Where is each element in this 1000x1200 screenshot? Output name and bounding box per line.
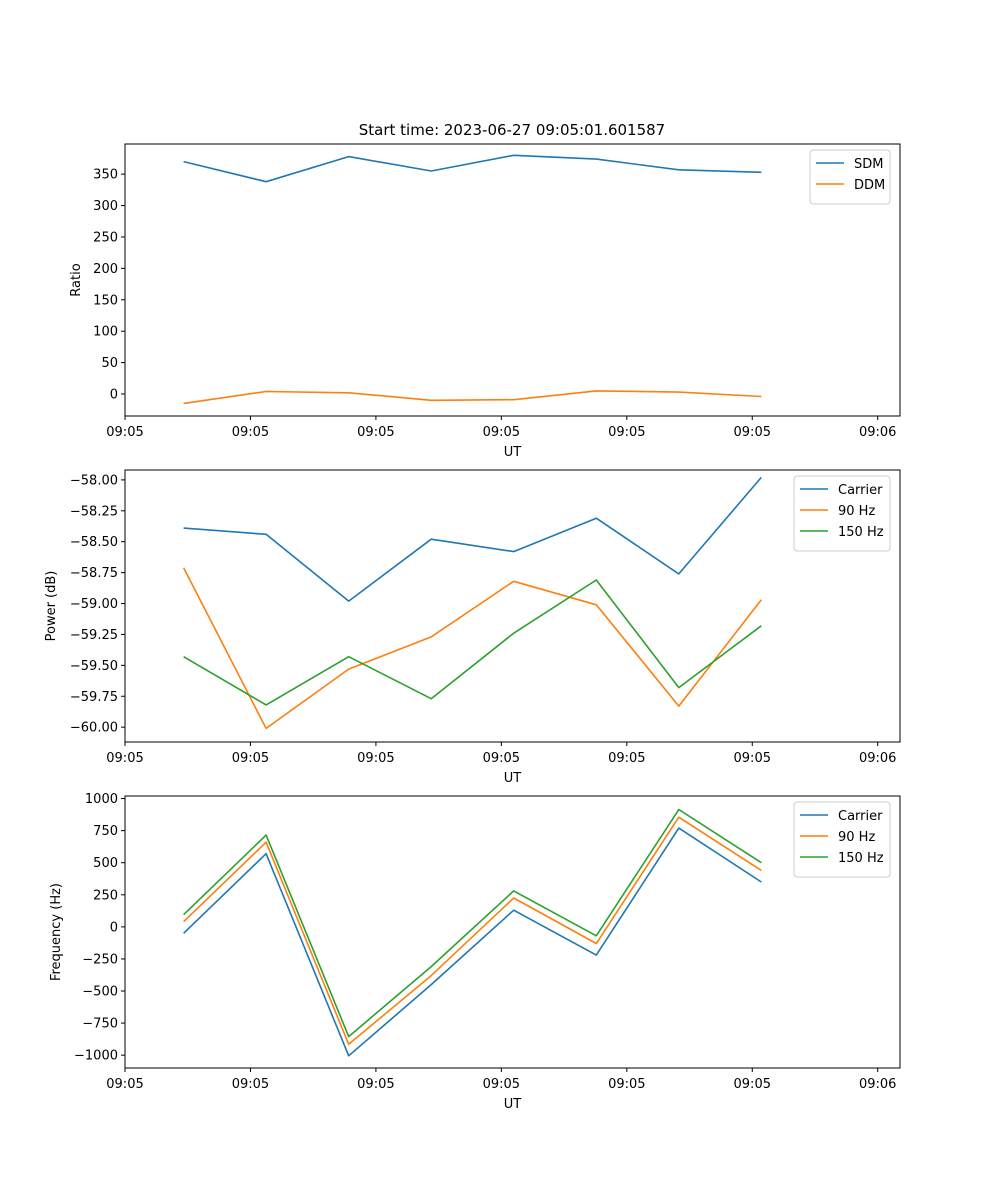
axes-frame [124, 795, 901, 1069]
x-tick-label: 09:05 [106, 751, 143, 766]
y-tick-label: −500 [82, 985, 118, 1000]
series-line-150-hz [183, 579, 762, 706]
y-tick-label: −58.50 [70, 535, 118, 550]
legend: SDM DDM [809, 149, 891, 205]
chart-panel-1: 09:05 09:05 09:05 09:05 09:05 09:05 09:06 0 50 10… [69, 143, 901, 460]
x-tick-label: 09:06 [859, 425, 896, 440]
y-tick-label: 150 [93, 293, 118, 308]
x-tick-label: 09:05 [734, 1077, 771, 1092]
series-line-90-hz [183, 816, 762, 1046]
y-tick-label: 100 [93, 325, 118, 340]
y-tick-label: −750 [82, 1017, 118, 1032]
legend: Carrier 90 Hz 150 Hz [793, 801, 891, 878]
y-axis-label: Power (dB) [44, 571, 59, 642]
legend-entry: Carrier [838, 483, 883, 498]
y-tick-label: −58.25 [70, 504, 118, 519]
x-tick-label: 09:05 [357, 751, 394, 766]
y-tick-label: −58.00 [70, 473, 118, 488]
y-tick-label: 200 [93, 262, 118, 277]
y-axis-label: Frequency (Hz) [49, 883, 64, 981]
y-tick-label: −59.75 [70, 690, 118, 705]
x-tick-label: 09:05 [608, 751, 645, 766]
y-tick-label: −1000 [74, 1049, 118, 1064]
y-tick-label: 250 [93, 888, 118, 903]
x-tick-label: 09:05 [232, 751, 269, 766]
x-tick-label: 09:05 [483, 1077, 520, 1092]
legend-box [793, 801, 891, 878]
x-tick-label: 09:05 [483, 425, 520, 440]
x-tick-label: 09:06 [859, 1077, 896, 1092]
y-tick-label: −59.50 [70, 659, 118, 674]
x-tick-label: 09:05 [232, 425, 269, 440]
y-tick-label: 300 [93, 199, 118, 214]
y-tick-label: −59.00 [70, 597, 118, 612]
y-tick-label: 0 [110, 388, 118, 403]
chart-title: Start time: 2023-06-27 09:05:01.601587 [359, 121, 665, 139]
x-tick-label: 09:05 [608, 1077, 645, 1092]
x-axis-label: UT [504, 445, 522, 460]
y-axis-label: Ratio [69, 263, 84, 296]
series-line-150-hz [183, 808, 762, 1038]
y-tick-label: 0 [110, 920, 118, 935]
legend-entry: 150 Hz [838, 851, 884, 866]
axes-frame [124, 143, 901, 417]
y-tick-label: −58.75 [70, 566, 118, 581]
legend-entry: 150 Hz [838, 525, 884, 540]
axes-frame [124, 469, 901, 743]
x-tick-label: 09:05 [357, 1077, 394, 1092]
y-tick-label: 50 [101, 356, 118, 371]
y-tick-label: −59.25 [70, 628, 118, 643]
legend-entry: SDM [854, 157, 883, 172]
x-axis-label: UT [504, 1097, 522, 1112]
y-tick-label: 350 [93, 168, 118, 183]
x-tick-label: 09:05 [357, 425, 394, 440]
y-tick-label: 500 [93, 856, 118, 871]
series-line-sdm [183, 154, 762, 183]
legend-entry: 90 Hz [838, 830, 875, 845]
y-tick-label: 1000 [85, 792, 118, 807]
series-line-ddm [183, 390, 762, 405]
y-tick-label: −250 [82, 952, 118, 967]
chart-panel-3: 09:05 09:05 09:05 09:05 09:05 09:05 09:06 −1000… [49, 792, 901, 1112]
y-tick-label: −60.00 [70, 721, 118, 736]
y-tick-label: 250 [93, 230, 118, 245]
legend-entry: Carrier [838, 809, 883, 824]
legend-entry: 90 Hz [838, 504, 875, 519]
x-tick-label: 09:05 [232, 1077, 269, 1092]
legend: Carrier 90 Hz 150 Hz [793, 475, 891, 552]
chart-panel-2: 09:05 09:05 09:05 09:05 09:05 09:05 09:06 −60.0… [44, 469, 901, 786]
series-line-carrier [183, 827, 762, 1057]
x-tick-label: 09:05 [106, 1077, 143, 1092]
x-tick-label: 09:05 [106, 425, 143, 440]
x-tick-label: 09:06 [859, 751, 896, 766]
series-line-90-hz [182, 567, 762, 730]
legend-box [793, 475, 891, 552]
y-tick-label: 750 [93, 824, 118, 839]
x-tick-label: 09:05 [734, 425, 771, 440]
series-line-carrier [183, 476, 762, 602]
legend-entry: DDM [854, 178, 885, 193]
x-axis-label: UT [504, 771, 522, 786]
x-tick-label: 09:05 [483, 751, 520, 766]
x-tick-label: 09:05 [734, 751, 771, 766]
chart-panels: 09:05 09:05 09:05 09:05 09:05 09:05 09:06 0 50 10… [44, 143, 901, 1112]
x-tick-label: 09:05 [608, 425, 645, 440]
